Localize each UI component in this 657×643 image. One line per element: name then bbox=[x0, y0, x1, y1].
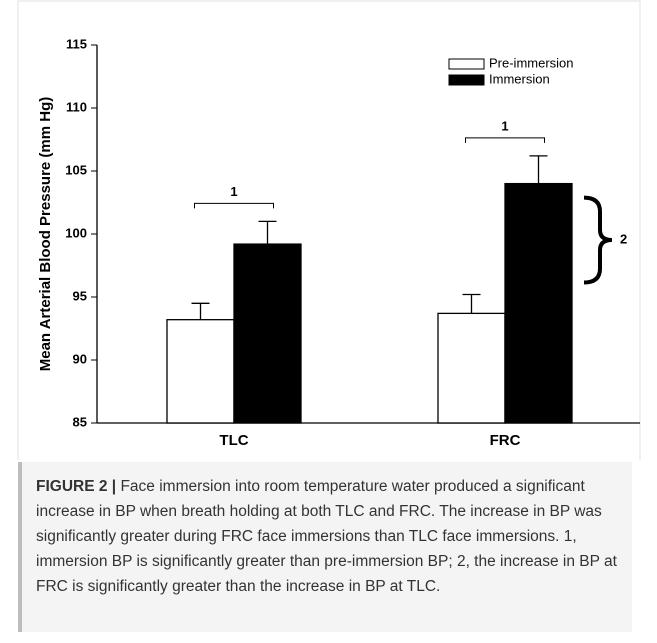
y-tick-label: 100 bbox=[65, 225, 87, 240]
caption: FIGURE 2 | Face immersion into room temp… bbox=[18, 462, 632, 632]
brace bbox=[583, 195, 613, 285]
x-tick-label: TLC bbox=[219, 432, 248, 449]
bar bbox=[166, 319, 235, 424]
y-tick-label: 110 bbox=[66, 99, 87, 114]
caption-text: Face immersion into room temperature wat… bbox=[36, 478, 617, 595]
chart: Mean Arterial Blood Pressure (mm Hg) 85 9… bbox=[17, 0, 641, 460]
legend-label: Immersion bbox=[489, 71, 550, 86]
y-tick-label: 85 bbox=[73, 414, 87, 429]
bar bbox=[233, 243, 302, 424]
x-tick-label: FRC bbox=[490, 432, 521, 449]
y-tick-label: 90 bbox=[73, 351, 87, 366]
legend-label: Pre-immersion bbox=[489, 55, 574, 70]
y-tick-label: 105 bbox=[65, 162, 87, 177]
significance-label: 1 bbox=[230, 184, 237, 199]
significance-bracket bbox=[194, 202, 274, 209]
legend-swatch bbox=[448, 58, 485, 70]
y-axis-title: Mean Arterial Blood Pressure (mm Hg) bbox=[37, 97, 54, 372]
significance-label: 1 bbox=[501, 118, 508, 133]
y-tick-label: 115 bbox=[66, 36, 87, 51]
frame bbox=[17, 0, 641, 460]
significance-bracket bbox=[465, 137, 545, 143]
bar bbox=[504, 182, 573, 424]
bar bbox=[437, 312, 506, 424]
y-tick-label: 95 bbox=[73, 288, 87, 303]
caption-label: FIGURE 2 | bbox=[36, 478, 117, 495]
brace-label: 2 bbox=[620, 231, 627, 246]
legend-swatch bbox=[448, 74, 485, 86]
